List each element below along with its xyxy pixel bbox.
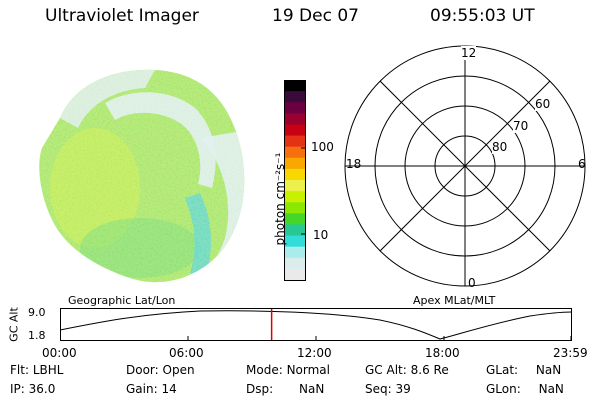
colorbar-stripe	[284, 180, 306, 192]
mlt-label-12: 12	[461, 46, 477, 60]
glon-label: GLon:	[486, 382, 521, 396]
color-bar	[284, 80, 306, 281]
date-label: 19 Dec 07	[272, 6, 359, 26]
seq-value: 39	[395, 382, 411, 396]
colorbar-stripe	[284, 246, 306, 259]
colorbar-stripe	[284, 224, 306, 237]
altitude-xtick-0600: 06:00	[169, 346, 204, 360]
colorbar-tick-10: 10	[313, 228, 329, 242]
mlat-label-60: 60	[535, 97, 551, 111]
flt-field: Flt: LBHL	[10, 363, 63, 377]
mlt-label-6: 6	[578, 157, 586, 171]
altitude-ytick-high: 9.0	[28, 306, 46, 319]
colorbar-stripe	[284, 213, 306, 226]
colorbar-stripe	[284, 146, 306, 159]
colorbar-stripe	[284, 135, 306, 148]
mode-label: Mode:	[246, 363, 283, 377]
mlat-label-80: 80	[492, 140, 508, 154]
colorbar-stripe	[284, 235, 306, 248]
instrument-title: Ultraviolet Imager	[45, 6, 199, 26]
altitude-ylabel: GC Alt	[7, 307, 21, 342]
glon-value: NaN	[538, 382, 564, 396]
gcalt-field: GC Alt: 8.6 Re	[365, 363, 449, 377]
seq-field: Seq: 39	[365, 382, 411, 396]
colorbar-stripe	[284, 268, 306, 281]
colorbar-stripe	[284, 168, 306, 181]
dsp-label: Dsp:	[246, 382, 274, 396]
colorbar-stripe	[284, 257, 306, 270]
ip-label: IP:	[10, 382, 25, 396]
colorbar-unit-label: photon cm⁻²s⁻¹	[273, 152, 287, 246]
colorbar-stripe	[284, 80, 306, 92]
door-label: Door:	[126, 363, 159, 377]
ip-value: 36.0	[28, 382, 56, 396]
ip-field: IP: 36.0	[10, 382, 55, 396]
time-label: 09:55:03 UT	[430, 6, 535, 26]
glat-field: GLat: NaN	[486, 363, 561, 377]
flt-label: Flt:	[10, 363, 29, 377]
colorbar-stripe	[284, 124, 306, 137]
seq-label: Seq:	[365, 382, 392, 396]
colorbar-stripe	[284, 91, 306, 103]
door-field: Door: Open	[126, 363, 195, 377]
gain-field: Gain: 14	[126, 382, 177, 396]
dsp-field: Dsp: NaN	[246, 382, 324, 396]
mode-field: Mode: Normal	[246, 363, 330, 377]
altitude-xtick-1800: 18:00	[425, 346, 460, 360]
flt-value: LBHL	[32, 363, 64, 377]
colorbar-stripe	[284, 102, 306, 114]
gain-value: 14	[161, 382, 177, 396]
colorbar-tick-100: 100	[311, 140, 334, 154]
left-panel-caption: Geographic Lat/Lon	[68, 294, 176, 307]
mlat-label-70: 70	[513, 119, 529, 133]
glat-label: GLat:	[486, 363, 519, 377]
glon-field: GLon: NaN	[486, 382, 564, 396]
glat-value: NaN	[535, 363, 562, 377]
altitude-xtick-1200: 12:00	[297, 346, 332, 360]
altitude-xtick-0000: 00:00	[42, 346, 77, 360]
mlt-label-0: 0	[468, 276, 476, 290]
gain-label: Gain:	[126, 382, 158, 396]
gcalt-value: 8.6 Re	[410, 363, 449, 377]
altitude-xtick-2359: 23:59	[553, 346, 588, 360]
dsp-value: NaN	[298, 382, 325, 396]
polar-grid	[344, 45, 586, 287]
colorbar-stripe	[284, 202, 306, 214]
colorbar-stripe	[284, 191, 306, 203]
altitude-plot	[60, 308, 572, 341]
altitude-ytick-low: 1.8	[28, 329, 46, 342]
colorbar-stripe	[284, 157, 306, 170]
right-panel-caption: Apex MLat/MLT	[413, 294, 496, 307]
mode-value: Normal	[286, 363, 330, 377]
colorbar-stripe	[284, 113, 306, 126]
door-value: Open	[162, 363, 195, 377]
gcalt-label: GC Alt:	[365, 363, 407, 377]
mlt-label-18: 18	[346, 157, 362, 171]
auroral-image	[39, 69, 245, 283]
